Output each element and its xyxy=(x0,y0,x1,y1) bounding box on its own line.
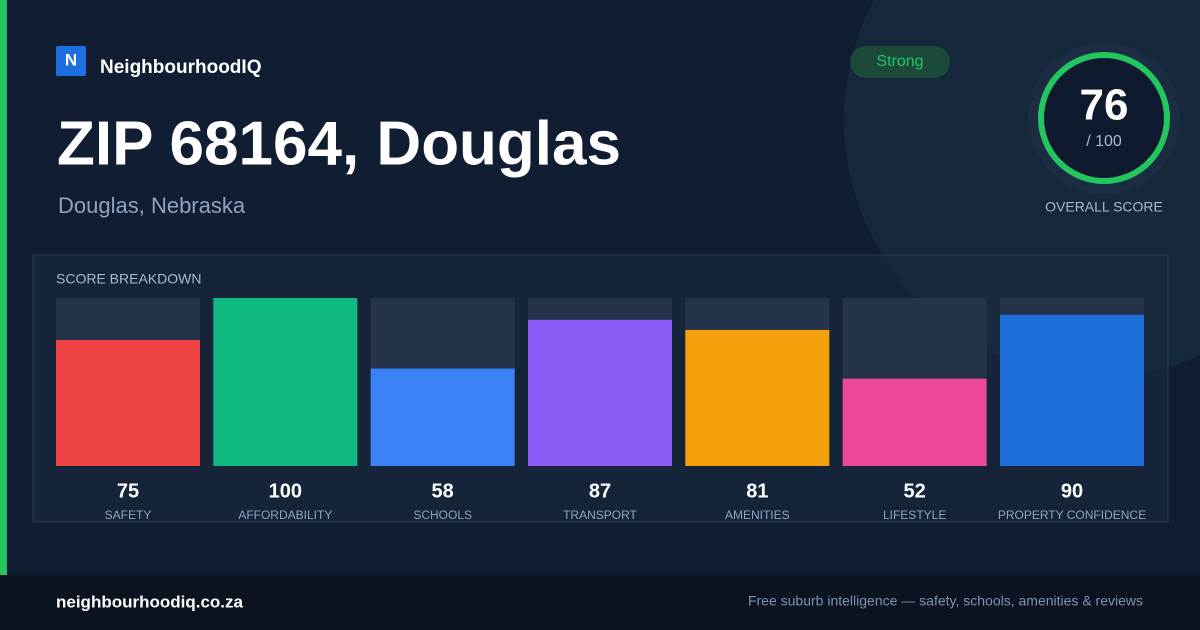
value-label: 100 xyxy=(269,480,302,502)
bar xyxy=(999,314,1144,466)
bar xyxy=(527,319,672,466)
footer xyxy=(0,575,1200,630)
bar xyxy=(213,298,358,466)
overall-score: 76 xyxy=(1080,81,1129,130)
bar xyxy=(56,340,200,466)
ring xyxy=(1038,52,1170,184)
footer-site: neighbourhoodiq.co.za xyxy=(56,592,244,611)
logo xyxy=(56,46,86,76)
bar xyxy=(842,378,987,466)
footer-tagline: Free suburb intelligence — safety, schoo… xyxy=(748,593,1143,609)
value-label: 75 xyxy=(117,480,139,502)
category-label: AMENITIES xyxy=(725,508,790,522)
value-label: 81 xyxy=(746,480,768,502)
overall-label: OVERALL SCORE xyxy=(1045,199,1163,215)
brand-name: NeighbourhoodIQ xyxy=(100,57,261,78)
title: ZIP 68164, Douglas xyxy=(57,109,621,178)
category-label: TRANSPORT xyxy=(563,508,637,522)
chart-title: SCORE BREAKDOWN xyxy=(56,271,201,287)
badge xyxy=(850,46,950,78)
value-label: 87 xyxy=(589,480,611,502)
value-label: 52 xyxy=(904,480,926,502)
logo-letter: N xyxy=(65,50,77,69)
category-label: SCHOOLS xyxy=(413,508,472,522)
category-label: SAFETY xyxy=(105,508,152,522)
accent-stripe xyxy=(0,0,7,575)
value-label: 90 xyxy=(1061,480,1083,502)
category-label: AFFORDABILITY xyxy=(238,508,332,522)
overall-max: / 100 xyxy=(1086,133,1122,150)
badge-text: Strong xyxy=(876,53,923,70)
subtitle: Douglas, Nebraska xyxy=(58,193,246,218)
category-label: LIFESTYLE xyxy=(883,508,946,522)
bar xyxy=(685,329,830,466)
category-label: PROPERTY CONFIDENCE xyxy=(998,508,1146,522)
value-label: 58 xyxy=(432,480,454,502)
bar xyxy=(370,368,515,466)
